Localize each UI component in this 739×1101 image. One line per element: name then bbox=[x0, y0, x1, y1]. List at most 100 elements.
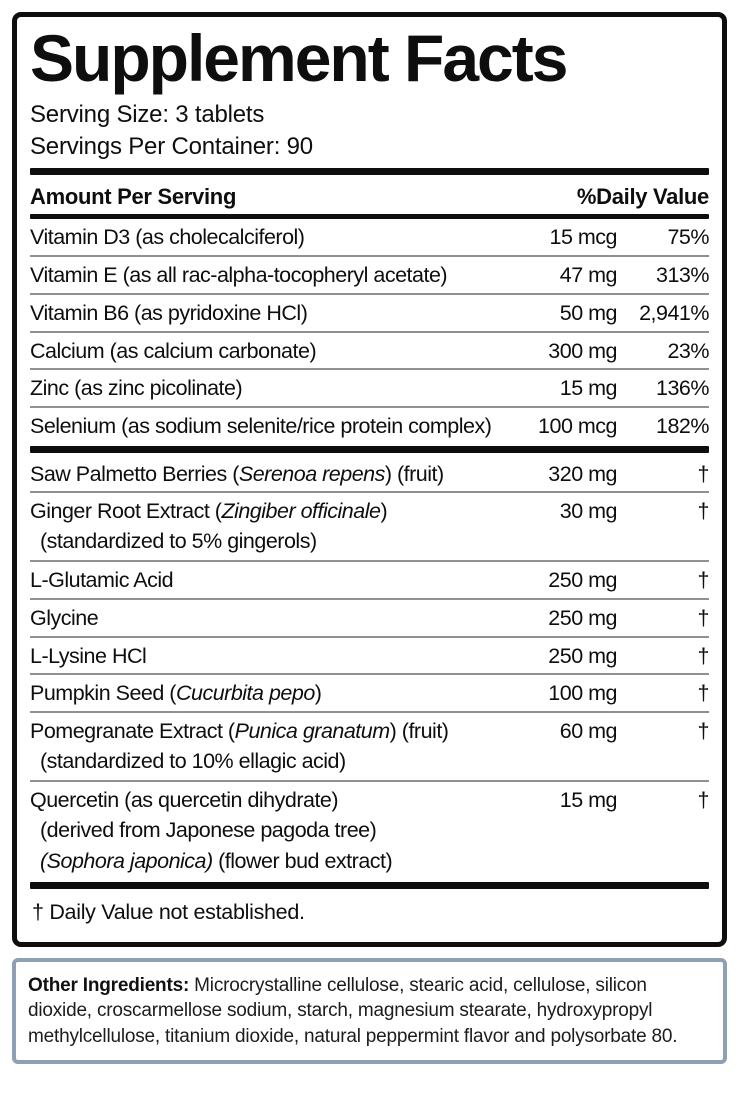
ingredient-daily-value: 75% bbox=[667, 225, 709, 250]
ingredient-name: Ginger Root Extract (Zingiber officinale… bbox=[30, 499, 388, 524]
ingredient-name-segment: Vitamin E (as all rac-alpha-tocopheryl a… bbox=[30, 263, 448, 288]
ingredient-name-segment: Cucurbita pepo bbox=[175, 681, 315, 706]
row-separator bbox=[30, 255, 709, 258]
ingredient-name-segment: Vitamin B6 (as pyridoxine HCl) bbox=[30, 300, 308, 325]
section-rule bbox=[30, 881, 709, 889]
row-separator bbox=[30, 491, 709, 494]
ingredient-name: Quercetin (as quercetin dihydrate) bbox=[30, 787, 339, 813]
ingredient-row: Zinc (as zinc picolinate) 15 mg 136% bbox=[30, 370, 710, 406]
row-separator bbox=[30, 560, 709, 563]
ingredient-subline: (Sophora japonica) (flower bud extract) bbox=[30, 849, 709, 880]
ingredient-name-segment: Vitamin D3 (as cholecalciferol) bbox=[30, 225, 305, 250]
row-separator bbox=[30, 368, 709, 371]
other-ingredients-text: Microcrystalline cellulose, stearic acid… bbox=[28, 975, 678, 1047]
ingredient-amount: 15 mcg bbox=[549, 225, 617, 250]
ingredient-name-segment: Selenium (as sodium selenite/rice protei… bbox=[30, 413, 492, 438]
ingredient-name-segment: ) (fruit) bbox=[389, 719, 449, 744]
servings-per-container: Servings Per Container: 90 bbox=[30, 132, 313, 160]
ingredient-daily-value: 23% bbox=[667, 338, 709, 363]
amount-per-serving-header: Amount Per Serving bbox=[30, 184, 237, 210]
ingredient-amount: 250 mg bbox=[548, 643, 617, 668]
ingredient-name: L-Glutamic Acid bbox=[30, 568, 174, 593]
other-ingredients-label: Other Ingredients: bbox=[28, 975, 190, 996]
ingredient-name-segment: Pumpkin Seed ( bbox=[30, 681, 176, 706]
ingredient-name-segment: Punica granatum bbox=[234, 719, 391, 744]
ingredient-amount: 250 mg bbox=[548, 568, 617, 593]
ingredient-name-segment: Zingiber officinale bbox=[221, 499, 381, 524]
ingredient-daily-value: 136% bbox=[656, 376, 710, 401]
row-separator bbox=[30, 330, 709, 333]
ingredient-row: Pumpkin Seed (Cucurbita pepo) 100 mg † bbox=[30, 675, 710, 711]
ingredient-name: Calcium (as calcium carbonate) bbox=[30, 338, 317, 364]
ingredient-name-segment: Serenoa repens bbox=[238, 461, 386, 486]
ingredient-row: Glycine 250 mg † bbox=[30, 600, 710, 636]
ingredient-name-segment: Saw Palmetto Berries ( bbox=[30, 461, 239, 486]
ingredient-name-segment: (standardized to 10% ellagic acid) bbox=[40, 748, 346, 773]
ingredient-amount: 15 mg bbox=[559, 376, 618, 401]
header-top-rule bbox=[30, 168, 709, 176]
ingredient-name-segment: (derived from Japonese pagoda tree) bbox=[40, 817, 377, 842]
ingredient-name: Saw Palmetto Berries (Serenoa repens) (f… bbox=[30, 462, 444, 487]
ingredient-name: Vitamin E (as all rac-alpha-tocopheryl a… bbox=[30, 263, 448, 288]
ingredient-amount: 47 mg bbox=[559, 263, 618, 288]
ingredient-row: Selenium (as sodium selenite/rice protei… bbox=[30, 408, 710, 444]
ingredient-rows: Vitamin D3 (as cholecalciferol) 15 mcg 75%… bbox=[30, 219, 710, 889]
ingredient-amount: 320 mg bbox=[548, 461, 617, 486]
ingredient-name: L-Lysine HCl bbox=[30, 643, 147, 669]
ingredient-daily-value: † bbox=[697, 787, 710, 812]
table-header: Amount Per Serving %Daily Value bbox=[30, 180, 709, 214]
ingredient-name-segment: ) bbox=[380, 499, 388, 524]
daily-value-header: %Daily Value bbox=[576, 184, 709, 210]
ingredient-name-segment: (standardized to 5% gingerols) bbox=[40, 529, 317, 554]
supplement-facts-panel: Supplement Facts Serving Size: 3 tablets… bbox=[12, 12, 727, 947]
ingredient-name: Glycine bbox=[30, 605, 99, 631]
panel-title: Supplement Facts bbox=[30, 21, 568, 95]
ingredient-row: Vitamin D3 (as cholecalciferol) 15 mcg 75% bbox=[30, 219, 710, 255]
ingredient-name-segment: L-Lysine HCl bbox=[30, 643, 147, 668]
ingredient-name: Vitamin D3 (as cholecalciferol) bbox=[30, 225, 305, 250]
ingredient-name: Pumpkin Seed (Cucurbita pepo) bbox=[30, 681, 322, 706]
ingredient-name-segment: (flower bud extract) bbox=[212, 848, 393, 873]
ingredient-row: L-Glutamic Acid 250 mg † bbox=[30, 562, 710, 598]
ingredient-daily-value: † bbox=[697, 499, 710, 524]
ingredient-row: Vitamin E (as all rac-alpha-tocopheryl a… bbox=[30, 257, 710, 293]
ingredient-daily-value: † bbox=[697, 643, 710, 668]
other-ingredients-box: Other Ingredients: Microcrystalline cell… bbox=[12, 958, 727, 1065]
supplement-label-sheet: Supplement Facts Serving Size: 3 tablets… bbox=[0, 12, 739, 1101]
ingredient-daily-value: † bbox=[697, 681, 710, 706]
ingredient-row: Calcium (as calcium carbonate) 300 mg 23% bbox=[30, 333, 710, 369]
ingredient-name-segment: Calcium (as calcium carbonate) bbox=[30, 338, 317, 363]
row-separator bbox=[30, 292, 709, 295]
ingredient-daily-value: 313% bbox=[656, 263, 710, 288]
ingredient-subline: (derived from Japonese pagoda tree) bbox=[30, 818, 709, 849]
ingredient-amount: 30 mg bbox=[559, 499, 618, 524]
ingredient-name-segment: Pomegranate Extract ( bbox=[30, 719, 235, 744]
ingredient-name-segment: Glycine bbox=[30, 605, 99, 630]
ingredient-amount: 60 mg bbox=[559, 719, 618, 744]
row-separator bbox=[30, 405, 709, 408]
row-separator bbox=[30, 597, 709, 600]
ingredient-name-segment: Quercetin (as quercetin dihydrate) bbox=[30, 787, 339, 812]
daily-value-footnote: † Daily Value not established. bbox=[32, 899, 305, 924]
ingredient-amount: 100 mg bbox=[548, 681, 617, 706]
ingredient-daily-value: † bbox=[697, 461, 710, 486]
ingredient-daily-value: † bbox=[697, 719, 710, 744]
ingredient-name-segment: Zinc (as zinc picolinate) bbox=[30, 376, 243, 401]
section-rule bbox=[30, 445, 709, 453]
ingredient-subline: (standardized to 10% ellagic acid) bbox=[30, 749, 709, 780]
ingredient-amount: 50 mg bbox=[559, 300, 618, 325]
ingredient-amount: 300 mg bbox=[548, 338, 617, 363]
ingredient-name: Vitamin B6 (as pyridoxine HCl) bbox=[30, 300, 308, 326]
ingredient-name-segment: L-Glutamic Acid bbox=[30, 568, 174, 593]
ingredient-row: Ginger Root Extract (Zingiber officinale… bbox=[30, 493, 710, 529]
ingredient-name-segment: Ginger Root Extract ( bbox=[30, 499, 222, 524]
ingredient-subline: (standardized to 5% gingerols) bbox=[30, 529, 709, 560]
ingredient-name: Zinc (as zinc picolinate) bbox=[30, 376, 243, 401]
ingredient-daily-value: 2,941% bbox=[639, 300, 709, 325]
serving-size: Serving Size: 3 tablets bbox=[30, 101, 265, 128]
row-separator bbox=[30, 635, 709, 638]
ingredient-name: Selenium (as sodium selenite/rice protei… bbox=[30, 413, 492, 439]
ingredient-name-segment: ) bbox=[314, 681, 322, 706]
ingredient-daily-value: 182% bbox=[656, 413, 710, 438]
ingredient-row: Quercetin (as quercetin dihydrate) 15 mg † bbox=[30, 782, 710, 818]
